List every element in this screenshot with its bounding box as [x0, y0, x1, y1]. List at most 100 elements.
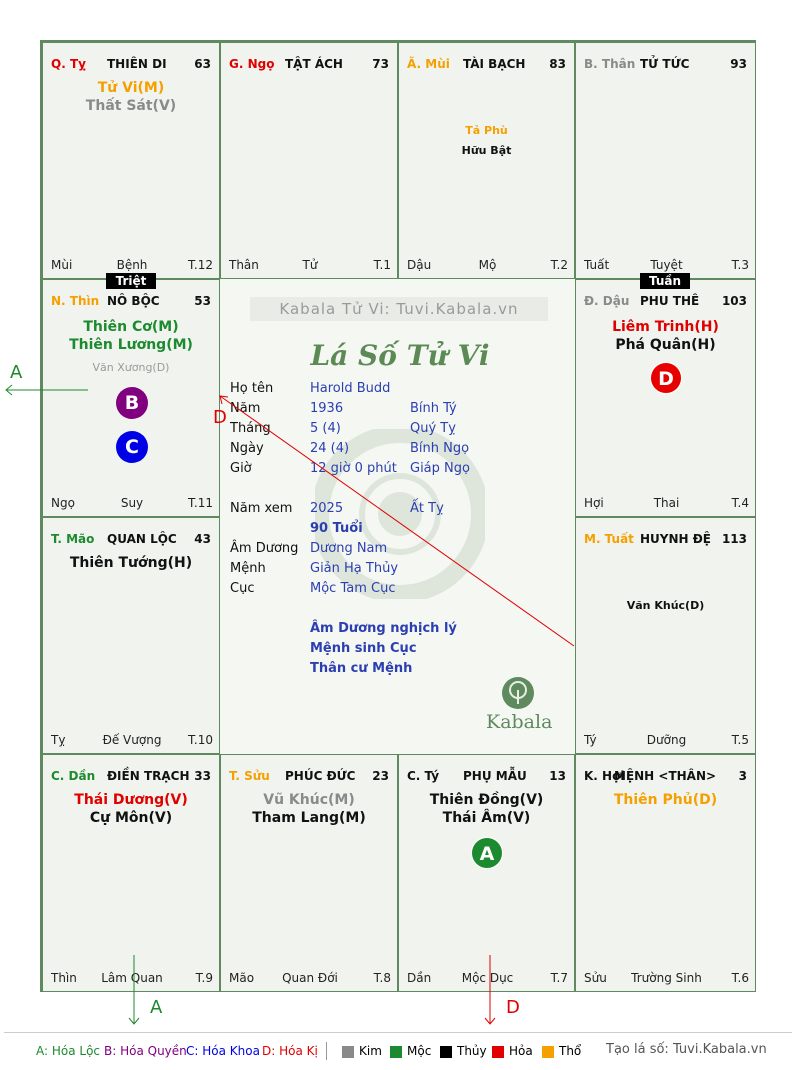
tuan-tag: Tuần [640, 273, 690, 289]
footer-stage: Trường Sinh [631, 971, 702, 985]
footer-age: T.11 [188, 496, 213, 510]
value-gio: 12 giờ 0 phút [310, 461, 397, 476]
label-nam: Năm [230, 401, 261, 416]
value-gio-canchi: Giáp Ngọ [410, 461, 470, 476]
star-van-xuong: Văn Xương(D) [92, 361, 170, 374]
footer-branch: Sửu [584, 971, 607, 985]
palace-branch: C. Tý [407, 769, 440, 783]
palace-name: TỬ TỨC [640, 57, 690, 71]
palace-mui-tai-bach: Ã. Mùi TÀI BẠCH 83 Tả Phù Hữu Bật Dậu Mộ T.2 [398, 42, 575, 279]
legend-separator [326, 1042, 327, 1060]
palace-thin-no-boc: N. Thìn NÔ BỘC 53 Thiên Cơ(M) Thiên Lương(… [42, 279, 220, 517]
palace-branch: Ã. Mùi [407, 57, 450, 71]
palace-name: HUYNH ĐỆ [640, 532, 711, 546]
palace-branch: G. Ngọ [229, 57, 275, 71]
footer-age: T.12 [188, 258, 213, 272]
legend-thuy-swatch [440, 1046, 452, 1058]
value-tuoi: 90 Tuổi [310, 521, 363, 536]
value-ngay: 24 (4) [310, 441, 350, 456]
legend-hoa-quyen: B: Hóa Quyền [104, 1044, 187, 1058]
palace-branch: N. Thìn [51, 294, 100, 308]
palace-than-tu-tuc: B. Thân TỬ TỨC 93 Tuất Tuyệt T.3 [575, 42, 756, 279]
palace-name: TÀI BẠCH [463, 57, 526, 71]
value-menh: Giản Hạ Thủy [310, 561, 399, 576]
legend: A: Hóa Lộc B: Hóa Quyền C: Hóa Khoa D: H… [0, 1040, 796, 1062]
star-that-sat: Thất Sát(V) [85, 98, 177, 114]
palace-number: 113 [721, 532, 747, 546]
value-ho-ten: Harold Budd [310, 381, 391, 396]
star-thai-am: Thái Âm(V) [442, 810, 531, 826]
palace-dau-phu-the: Đ. Dậu PHU THÊ 103 Liêm Trinh(H) Phá Quân(… [575, 279, 756, 517]
chart-title: Lá Số Tử Vi [310, 339, 490, 372]
star-thien-tuong: Thiên Tướng(H) [69, 555, 193, 571]
footer-age: T.5 [731, 733, 749, 747]
palace-ty-phu-mau: C. Tý PHỤ MẪU 13 Thiên Đồng(V) Thái Âm(V) … [398, 754, 575, 992]
palace-branch: B. Thân [584, 57, 636, 71]
create-chart-link[interactable]: Tạo lá số: Tuvi.Kabala.vn [606, 1042, 767, 1057]
footer-branch: Ngọ [51, 496, 75, 510]
legend-moc: Mộc [407, 1044, 432, 1058]
palace-number: 63 [194, 57, 211, 71]
brand-name: Kabala [486, 711, 553, 733]
star-thai-duong: Thái Dương(V) [74, 792, 188, 808]
footer-age: T.1 [373, 258, 391, 272]
footer-age: T.4 [731, 496, 749, 510]
footer-branch: Dậu [407, 258, 432, 272]
footer-stage: Mộ [478, 258, 497, 272]
palace-number: 33 [194, 769, 211, 783]
value-nam: 1936 [310, 401, 344, 416]
label-ho-ten: Họ tên [230, 381, 274, 396]
kabala-logo-icon [502, 677, 534, 709]
footer-stage: Đế Vượng [102, 733, 162, 747]
star-tham-lang: Tham Lang(M) [252, 810, 366, 826]
note-than-cu: Thân cư Mệnh [310, 661, 413, 676]
value-nam-xem: 2025 [310, 501, 344, 516]
footer-age: T.8 [373, 971, 391, 985]
marker-b: B [116, 387, 148, 419]
palace-name: PHÚC ĐỨC [285, 769, 356, 783]
palace-name: QUAN LỘC [107, 532, 177, 546]
legend-moc-swatch [390, 1046, 402, 1058]
palace-ty-thien-di: Q. Tỵ THIÊN DI 63 Tử Vi(M) Thất Sát(V) Mùi… [42, 42, 220, 279]
arrow-label-d-center: D [213, 407, 227, 428]
footer-branch: Tuất [584, 258, 610, 272]
footer-stage: Suy [120, 496, 144, 510]
star-thien-dong: Thiên Đồng(V) [429, 792, 544, 808]
palace-number: 73 [372, 57, 389, 71]
palace-number: 43 [194, 532, 211, 546]
palace-name: PHỤ MẪU [463, 769, 527, 783]
value-nam-canchi: Bính Tý [410, 401, 457, 416]
triet-tag: Triệt [106, 273, 156, 289]
footer-stage: Thai [653, 496, 680, 510]
footer-stage: Tuyệt [650, 258, 683, 272]
palace-branch: K. Hợi [584, 769, 625, 783]
star-thien-co: Thiên Cơ(M) [83, 319, 179, 335]
legend-hoa-swatch [492, 1046, 504, 1058]
value-nam-xem-canchi: Ất Tỵ [410, 501, 444, 516]
footer-stage: Quan Đới [282, 971, 338, 985]
palace-dan-dien-trach: C. Dần ĐIỀN TRẠCH 33 Thái Dương(V) Cự Môn(… [42, 754, 220, 992]
footer-age: T.2 [550, 258, 568, 272]
tuvi-chart: Q. Tỵ THIÊN DI 63 Tử Vi(M) Thất Sát(V) Mùi… [40, 40, 756, 992]
footer-branch: Thân [229, 258, 259, 272]
legend-tho-swatch [542, 1046, 554, 1058]
palace-name: PHU THÊ [640, 294, 700, 308]
center-info-panel: Kabala Tử Vi: Tuvi.Kabala.vn Lá Số Tử Vi… [220, 279, 575, 754]
star-thien-phu: Thiên Phủ(D) [613, 792, 718, 808]
star-van-khuc: Văn Khúc(D) [626, 599, 705, 612]
footer-age: T.10 [188, 733, 213, 747]
marker-d: D [650, 362, 682, 394]
palace-branch: Đ. Dậu [584, 294, 630, 308]
star-liem-trinh: Liêm Trinh(H) [612, 319, 719, 335]
star-ta-phu: Tả Phù [465, 124, 508, 137]
palace-branch: M. Tuất [584, 532, 634, 546]
footer-stage: Tử [302, 258, 318, 272]
bagua-watermark-icon [315, 429, 485, 599]
value-am-duong: Dương Nam [310, 541, 388, 556]
label-cuc: Cục [230, 581, 255, 596]
label-am-duong: Âm Dương [230, 541, 299, 556]
arrow-label-d-bottom: D [506, 997, 520, 1018]
footer-branch: Dần [407, 971, 432, 985]
footer-age: T.6 [731, 971, 749, 985]
legend-hoa: Hỏa [509, 1044, 533, 1058]
